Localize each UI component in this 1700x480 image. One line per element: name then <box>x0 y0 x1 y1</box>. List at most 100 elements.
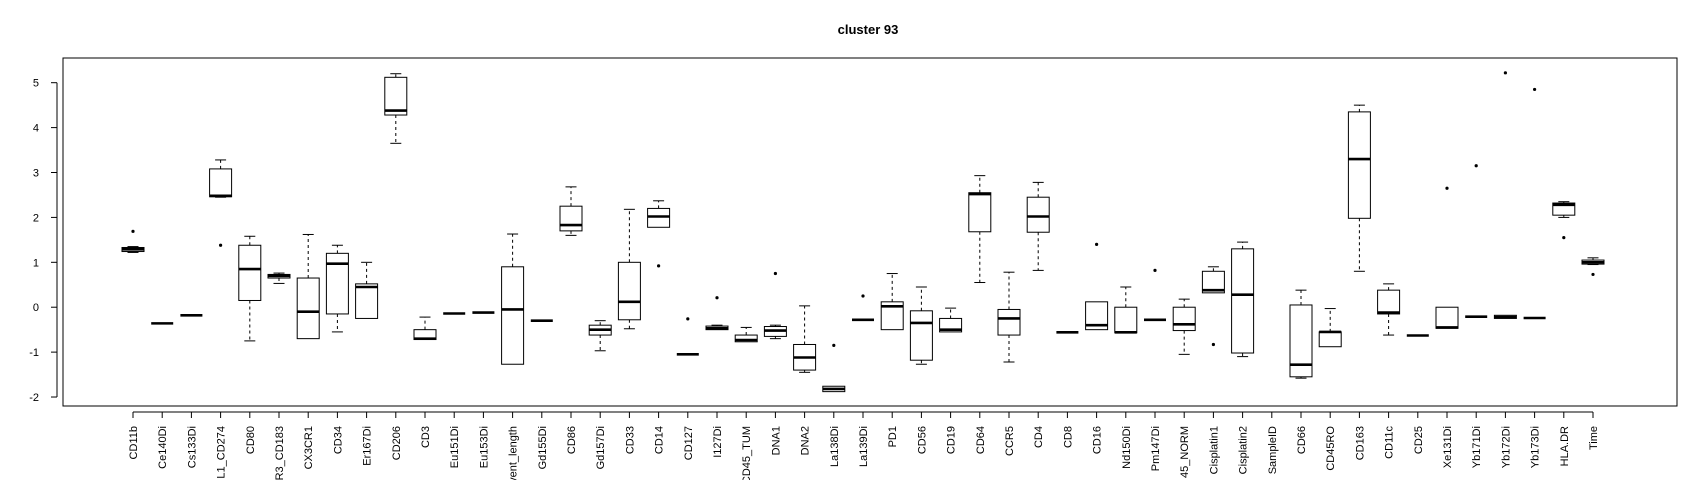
x-tick-label: CD19 <box>946 426 958 454</box>
x-tick-label: CD45RO <box>1325 426 1337 471</box>
box-hla-dr <box>1552 201 1576 240</box>
box-body <box>325 252 349 315</box>
box-gd157di <box>588 320 612 352</box>
outlier-point <box>1562 236 1566 240</box>
box-cd86 <box>559 186 583 236</box>
x-tick-label: Cs133Di <box>186 426 198 468</box>
outlier-point <box>1445 186 1449 190</box>
box-cd56 <box>909 286 933 365</box>
box-yb171di <box>1465 164 1488 318</box>
box-yb173di <box>1523 87 1546 320</box>
box-body <box>559 205 583 232</box>
chart-title: cluster 93 <box>838 22 899 37</box>
x-tick-label: DNA1 <box>770 426 782 455</box>
box-body <box>1114 306 1138 334</box>
x-tick-label: Er167Di <box>362 426 374 466</box>
box-cd66 <box>1289 289 1313 379</box>
box-cd64 <box>968 175 992 284</box>
outlier-point <box>219 243 223 247</box>
x-tick-label: Ce140Di <box>157 426 169 469</box>
box-xe131di <box>1435 186 1459 329</box>
x-tick-label: Time <box>1588 426 1600 450</box>
y-tick-label: -2 <box>29 392 39 404</box>
box-i127di <box>705 296 729 331</box>
box-body <box>1289 304 1313 378</box>
x-tick-label: CX3CR1 <box>303 426 315 469</box>
box-body <box>617 261 641 321</box>
box-body <box>209 168 233 198</box>
y-tick-label: -1 <box>29 347 39 359</box>
box-cd4 <box>1026 181 1050 271</box>
outlier-point <box>1095 242 1099 246</box>
x-tick-label: PD1 <box>887 426 899 447</box>
x-tick-label: Yb172Di <box>1500 426 1512 468</box>
box-cd206 <box>384 73 408 144</box>
y-tick-label: 0 <box>33 302 39 314</box>
outlier-point <box>1591 272 1595 277</box>
box-body <box>968 192 992 233</box>
box-pd1 <box>880 273 904 331</box>
box-body <box>1172 306 1196 332</box>
outlier-point <box>1211 342 1215 347</box>
x-tick-label: 45_NORM <box>1179 426 1191 478</box>
box-body <box>909 310 933 361</box>
box-body <box>880 301 904 331</box>
outlier-point <box>686 317 690 321</box>
box-body <box>1085 301 1109 331</box>
x-tick-label: CD34 <box>332 426 344 454</box>
box-body <box>1318 331 1342 348</box>
box-time <box>1581 257 1605 277</box>
box-cd80 <box>238 235 262 342</box>
box-la139di <box>852 294 874 322</box>
x-tick-label: CD163 <box>1354 426 1366 460</box>
x-tick-label: Gd157Di <box>595 426 607 469</box>
box-body <box>384 76 408 116</box>
x-tick-label: CD14 <box>654 426 666 454</box>
x-axis: CD11b Ce140Di Cs133Di L1_CD274 CD80 R3_CD183 C… <box>128 411 1600 480</box>
box-body <box>1201 270 1225 294</box>
x-tick-label: CD66 <box>1296 426 1308 454</box>
x-tick-label: CD56 <box>916 426 928 454</box>
y-tick-label: 3 <box>33 168 39 180</box>
box-la138di <box>822 343 846 393</box>
box-body <box>296 277 320 340</box>
x-tick-label: CD86 <box>566 426 578 454</box>
box-vent-length <box>501 233 525 365</box>
x-tick-label: R3_CD183 <box>274 426 286 480</box>
box-cd19 <box>939 307 963 333</box>
box-cd33 <box>617 208 641 330</box>
box-body <box>734 334 758 343</box>
x-tick-label: La138Di <box>829 426 841 467</box>
box-body <box>997 308 1021 336</box>
x-tick-label: Pm147Di <box>1150 426 1162 471</box>
x-tick-label: CD80 <box>245 426 257 454</box>
x-tick-label: CD25 <box>1413 426 1425 454</box>
outlier-point <box>1533 87 1537 92</box>
outlier-point <box>1503 71 1507 75</box>
box-dna2 <box>793 305 817 373</box>
x-tick-label: CCR5 <box>1004 426 1016 456</box>
x-tick-label: CD33 <box>624 426 636 454</box>
x-tick-label: CD11b <box>128 426 140 459</box>
outlier-point <box>1153 268 1157 272</box>
x-tick-label: CD3 <box>420 426 432 448</box>
outlier-point <box>861 294 865 298</box>
box-cd34 <box>325 244 349 333</box>
x-tick-label: DNA2 <box>800 426 812 455</box>
x-tick-label: CD127 <box>683 426 695 460</box>
x-tick-label: vent_length <box>508 426 520 480</box>
outlier-point <box>1474 164 1478 168</box>
x-tick-label: La139Di <box>858 426 870 467</box>
box-dna1 <box>763 271 787 340</box>
x-tick-label: Cisplatin2 <box>1238 426 1250 474</box>
box-body <box>1377 289 1401 315</box>
y-tick-label: 2 <box>33 212 39 224</box>
box-er167di <box>355 261 379 319</box>
box-yb172di <box>1493 71 1517 319</box>
box-body <box>1231 248 1255 354</box>
x-tick-label: CD8 <box>1062 426 1074 448</box>
box-nd150di <box>1114 286 1138 334</box>
box-body <box>1435 306 1459 329</box>
box-body <box>647 207 671 228</box>
x-tick-label: CD64 <box>975 426 987 454</box>
